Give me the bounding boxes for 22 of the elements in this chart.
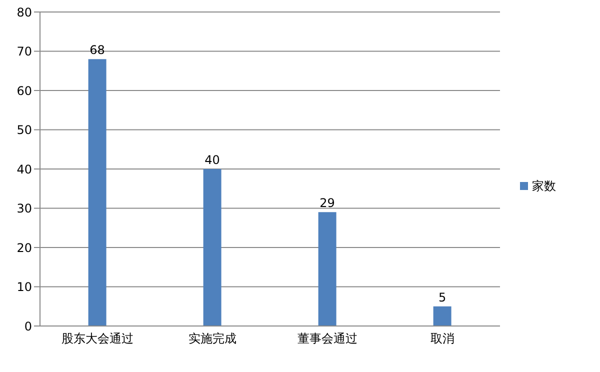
data-label: 29 xyxy=(320,196,335,210)
bar xyxy=(318,212,336,326)
bar xyxy=(433,306,452,326)
y-tick-label: 60 xyxy=(16,84,32,98)
data-label: 5 xyxy=(438,290,446,304)
bar xyxy=(203,169,222,326)
bar xyxy=(88,59,106,326)
x-tick-label: 实施完成 xyxy=(188,332,236,346)
data-label: 40 xyxy=(204,153,220,167)
x-tick-label: 股东大会通过 xyxy=(62,332,134,346)
y-tick-label: 70 xyxy=(16,44,32,59)
y-tick-label: 80 xyxy=(16,5,32,20)
x-tick-label: 取消 xyxy=(430,332,454,346)
legend-label: 家数 xyxy=(532,178,556,192)
y-tick-label: 30 xyxy=(16,202,32,216)
y-tick-label: 50 xyxy=(16,123,32,138)
y-tick-label: 10 xyxy=(16,280,32,294)
y-tick-label: 20 xyxy=(16,240,32,255)
x-tick-label: 董事会通过 xyxy=(298,332,358,346)
y-tick-label: 0 xyxy=(24,319,32,334)
y-tick-label: 40 xyxy=(16,162,32,176)
data-label: 68 xyxy=(90,43,105,58)
